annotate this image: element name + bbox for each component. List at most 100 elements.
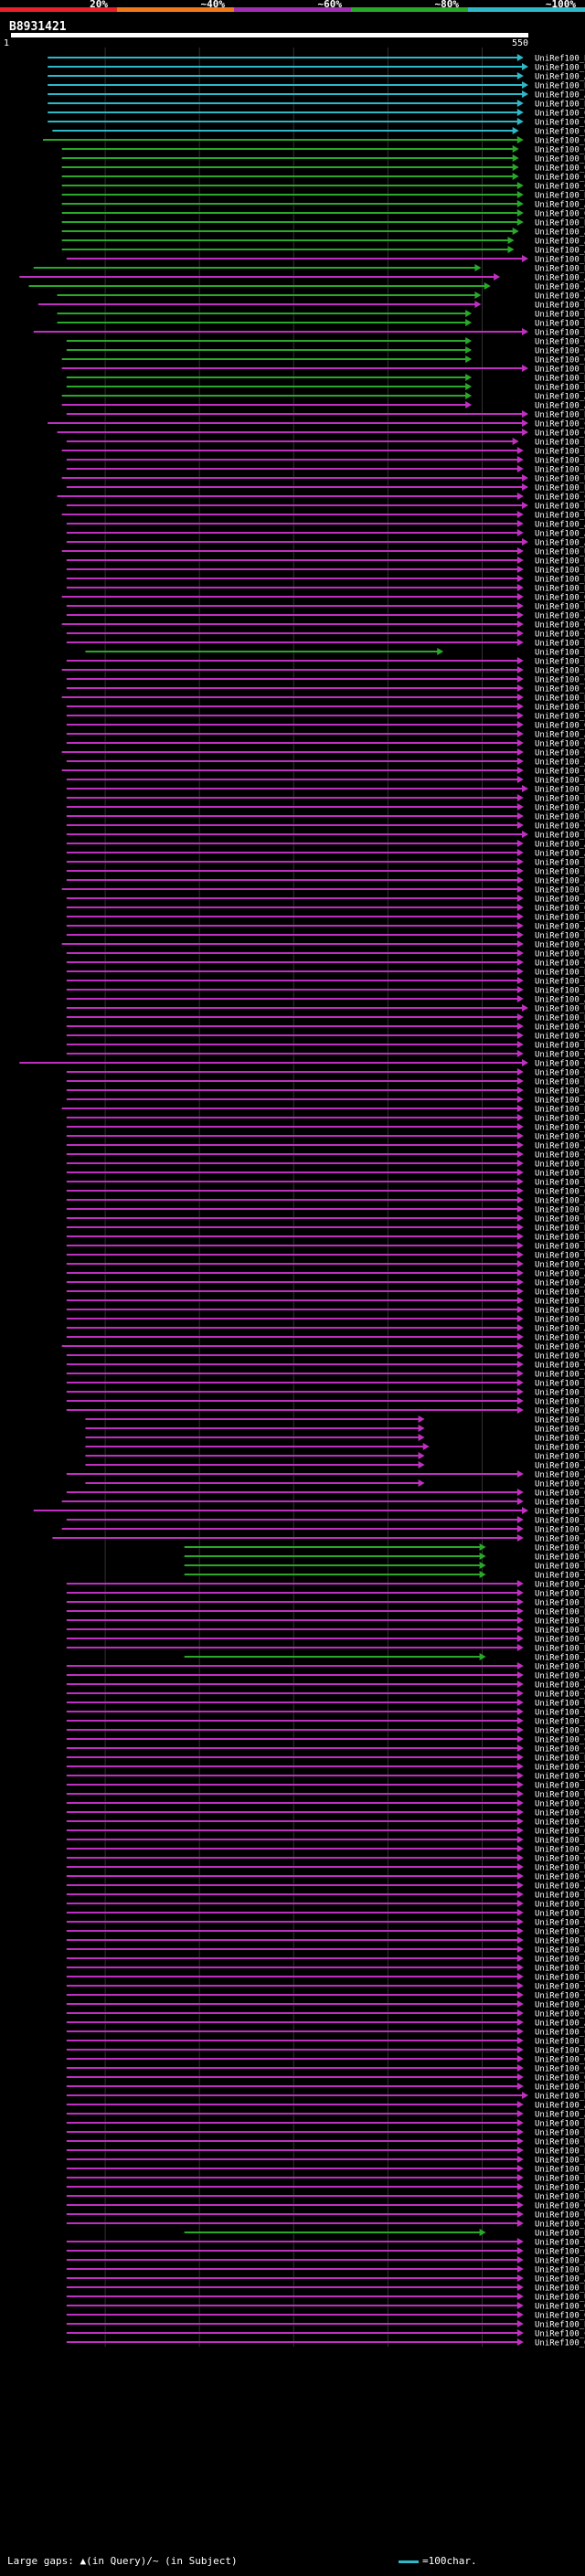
hit-arrow [516, 1260, 524, 1267]
hit-arrow [507, 246, 515, 253]
hit-arrow [516, 1872, 524, 1880]
hit-arrow [516, 2073, 524, 2081]
hit-arrow [516, 1525, 524, 1532]
hit-label: UniRef100_Q4JUT1 [535, 1709, 585, 1718]
hit-arrow [516, 1205, 524, 1213]
hit-arrow [516, 913, 524, 920]
hit-label: UniRef100_B9IJ57 [535, 658, 585, 667]
hit-label: UniRef100_B6FDH9 [535, 1599, 585, 1608]
legend: Large gaps: ▲(in Query)/~ (in Subject) =… [7, 2555, 477, 2567]
hit-arrow [516, 2028, 524, 2035]
hit-label: UniRef100_Q8ZQN2 [535, 2202, 585, 2211]
hit-label: UniRef100_A9S6P0 [535, 238, 585, 247]
hit-arrow [516, 2320, 524, 2327]
hit-label: UniRef100_B9NLB7 [535, 1663, 585, 1672]
hit-label: UniRef100_B2UFP8 [535, 2120, 585, 2129]
hit-label: UniRef100_A2YR52 [535, 1270, 585, 1279]
hit-label: UniRef100_B3R0S4 [535, 1407, 585, 1416]
hit-label: UniRef100_Q9LU36 [535, 905, 585, 914]
hit-arrow [516, 2265, 524, 2273]
hit-label: UniRef100_C5WZV3 [535, 183, 585, 192]
hit-label: UniRef100_B1YFS7 [535, 1453, 585, 1462]
hit-label: UniRef100_B9HTW5 [535, 375, 585, 384]
hit-label: UniRef100_B6SV48 [535, 813, 585, 822]
hit-arrow [516, 1178, 524, 1185]
hit-arrow [516, 1397, 524, 1405]
hit-label: UniRef100_A2XE42 [535, 201, 585, 210]
hit-label: UniRef100_UP1000... [535, 1252, 585, 1261]
hit-label: UniRef100_B7SB48 [535, 969, 585, 978]
hit-arrow [516, 2137, 524, 2145]
hit-arrow [516, 1708, 524, 1715]
hit-label: UniRef100_B9GD39 [535, 101, 585, 110]
hit-label: UniRef100_B2JKQ9 [535, 2147, 585, 2157]
hit-label: UniRef100_Q0SF08 [535, 1362, 585, 1371]
hit-arrow [516, 858, 524, 865]
hit-arrow [522, 831, 528, 838]
hit-arrow [516, 1900, 524, 1907]
hit-arrow [484, 282, 491, 290]
hit-arrow [516, 2174, 524, 2181]
hit-label: UniRef100_B9FB36 [535, 576, 585, 585]
hit-arrow [516, 2064, 524, 2072]
hit-label: UniRef100_Q7SQL2 [535, 1288, 585, 1298]
hit-label: UniRef100_B4WKD0 [535, 2321, 585, 2330]
hit-label: UniRef100_A3BE26 [535, 1097, 585, 1106]
hit-arrow [516, 1470, 524, 1478]
hit-arrow [516, 1032, 524, 1039]
hit-label: UniRef100_B6E466 [535, 1042, 585, 1051]
hit-arrow [479, 1571, 486, 1578]
hit-arrow [516, 1160, 524, 1167]
scale-segment [234, 7, 351, 12]
hit-label: UniRef100_UP1000... [535, 2211, 585, 2221]
hit-arrow [516, 1224, 524, 1231]
hit-arrow [516, 822, 524, 829]
hit-arrow [522, 90, 528, 98]
hit-arrow [512, 438, 519, 445]
hit-arrow [516, 922, 524, 929]
hit-label: UniRef100_A2XRT4 [535, 1279, 585, 1288]
hit-arrow [516, 547, 524, 555]
hit-arrow [516, 1808, 524, 1816]
hit-arrow [516, 1735, 524, 1743]
hit-label: UniRef100_A9RFJ5 [535, 228, 585, 238]
hit-arrow [516, 218, 524, 226]
hit-label: UniRef100_Q81139 [535, 2312, 585, 2321]
hit-arrow [516, 995, 524, 1002]
hit-label: UniRef100_B7SBN5 [535, 1389, 585, 1398]
hit-label: UniRef100_Q0BFU9 [535, 1261, 585, 1270]
hit-label: UniRef100_Q2VS72 [535, 210, 585, 219]
hit-arrow [512, 154, 519, 162]
hit-label: UniRef100_Q8HP26 [535, 174, 585, 183]
hit-label: UniRef100_Q6XRS7 [535, 1124, 585, 1133]
hit-label: UniRef100_B4G058 [535, 192, 585, 201]
hit-arrow [522, 538, 528, 546]
hit-label: UniRef100_A3FU90 [535, 841, 585, 850]
hit-arrow [516, 1580, 524, 1587]
hit-label: UniRef100_A7NVS8 [535, 91, 585, 101]
hit-arrow [516, 1790, 524, 1797]
hit-label: UniRef100_Q9M4P0 [535, 1023, 585, 1033]
hit-label: UniRef100_Q8R5S9 [535, 1809, 585, 1818]
hit-arrow [516, 109, 524, 116]
hit-label: UniRef100_A1V4D1 [535, 1681, 585, 1691]
hit-label: UniRef100_Q8ZQN3 [535, 1133, 585, 1142]
hit-arrow [516, 620, 524, 628]
hit-arrow [516, 2284, 524, 2291]
hit-arrow [516, 1635, 524, 1642]
hit-arrow [522, 1507, 528, 1514]
hit-arrow [516, 1589, 524, 1596]
hit-label: UniRef100_A1YYQ1 [535, 1672, 585, 1681]
hit-label: UniRef100_C0PCY7 [535, 1069, 585, 1078]
hit-label: UniRef100_B1FNK3 [535, 1910, 585, 1919]
hit-arrow [516, 1945, 524, 1953]
hit-arrow [479, 1553, 486, 1560]
hit-label: UniRef100_B9EVE6 [535, 2093, 585, 2102]
hit-label: UniRef100_B9HND5 [535, 603, 585, 612]
hit-label: UniRef100_A9HYW1 [535, 1946, 585, 1956]
hit-label: UniRef100_B6U102 [535, 1316, 585, 1325]
hit-arrow [516, 684, 524, 692]
hit-arrow [516, 1516, 524, 1523]
hit-arrow [465, 374, 473, 381]
hit-label: UniRef100_UP1000... [535, 1553, 585, 1563]
